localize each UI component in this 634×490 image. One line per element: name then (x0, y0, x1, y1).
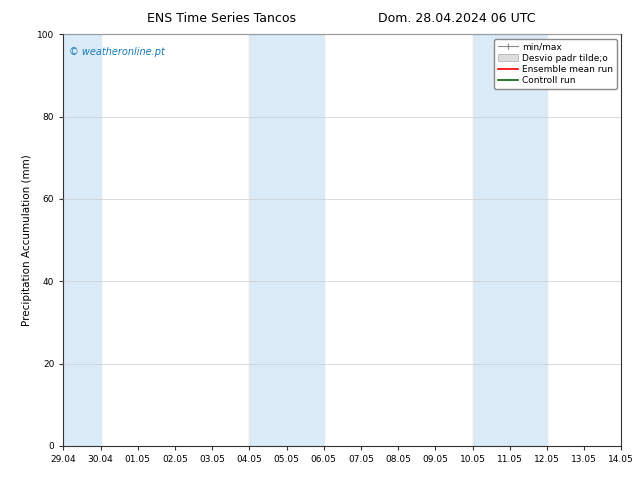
Y-axis label: Precipitation Accumulation (mm): Precipitation Accumulation (mm) (22, 154, 32, 326)
Bar (249, 34, 324, 446)
Bar (472, 34, 547, 446)
Text: ENS Time Series Tancos: ENS Time Series Tancos (147, 12, 297, 25)
Bar (63, 34, 101, 446)
Legend: min/max, Desvio padr tilde;o, Ensemble mean run, Controll run: min/max, Desvio padr tilde;o, Ensemble m… (495, 39, 617, 89)
Text: Dom. 28.04.2024 06 UTC: Dom. 28.04.2024 06 UTC (378, 12, 535, 25)
Text: © weatheronline.pt: © weatheronline.pt (69, 47, 165, 57)
